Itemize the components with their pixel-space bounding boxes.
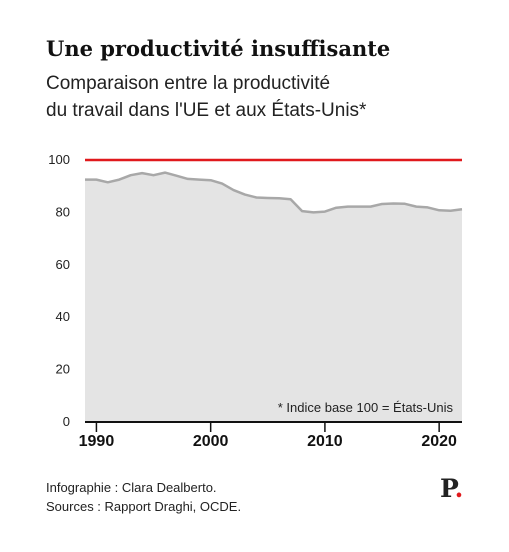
x-tick-labels: 1990 2000 2010 2020: [79, 433, 457, 450]
productivity-area-fill: [85, 172, 462, 422]
x-tick-label: 2020: [421, 433, 457, 450]
chart-subtitle: Comparaison entre la productivité du tra…: [46, 70, 366, 124]
subtitle-line-2: du travail dans l'UE et aux États-Unis*: [46, 100, 367, 121]
subtitle-line-1: Comparaison entre la productivité: [46, 73, 331, 94]
x-tick-label: 2000: [193, 433, 229, 450]
y-tick-label: 20: [56, 362, 70, 377]
productivity-chart: 0 20 40 60 80 100 1990 2000 2010 2020 * Indice b…: [48, 152, 463, 450]
brand-dot: .: [454, 474, 464, 503]
brand-letter: P: [440, 474, 455, 503]
x-tick-label: 2010: [307, 433, 343, 450]
y-tick-label: 100: [48, 152, 70, 167]
y-tick-labels: 0 20 40 60 80 100: [48, 152, 70, 429]
chart-title: Une productivité insuffisante: [46, 36, 391, 61]
x-tick-label: 1990: [79, 433, 115, 450]
y-tick-label: 40: [56, 309, 70, 324]
y-tick-label: 80: [56, 204, 70, 219]
footer-credit: Infographie : Clara Dealberto.: [46, 480, 217, 495]
y-tick-label: 0: [63, 414, 70, 429]
footer-sources: Sources : Rapport Draghi, OCDE.: [46, 499, 242, 514]
chart-annotation: * Indice base 100 = États-Unis: [278, 400, 454, 415]
y-tick-label: 60: [56, 257, 70, 272]
chart-footer: Infographie : Clara Dealberto. Sources :…: [46, 478, 241, 516]
productivity-series-line: [85, 171, 463, 214]
brand-logo: P.: [440, 476, 463, 501]
productivity-area: [85, 171, 463, 422]
